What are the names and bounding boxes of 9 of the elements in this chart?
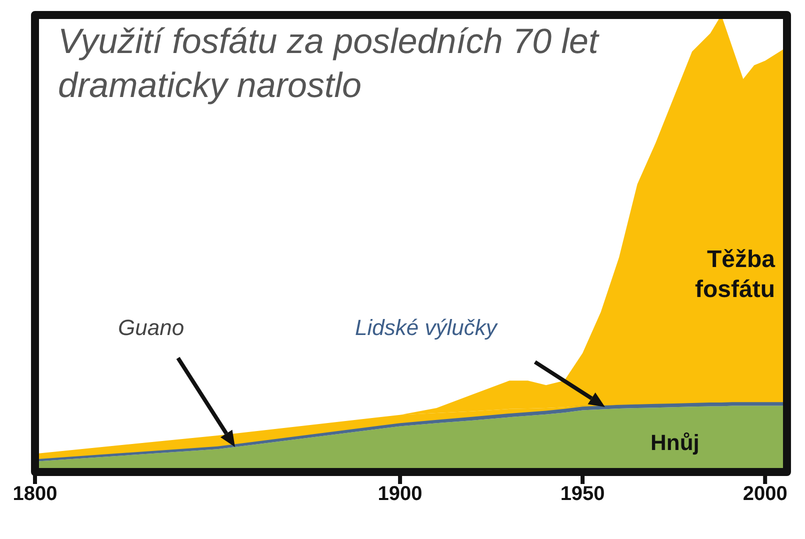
x-tick-label: 1800 xyxy=(12,483,58,506)
x-tick-label: 2000 xyxy=(742,483,788,506)
series-label: Hnůj xyxy=(650,430,700,456)
text: Lidské výlučky xyxy=(355,315,499,341)
x-tick-label: 1950 xyxy=(560,483,605,506)
text: Guano xyxy=(118,315,186,341)
series-label: Těžba fosfátu xyxy=(694,245,775,305)
x-tick-label: 1900 xyxy=(378,483,422,506)
text: Využití fosfátu za posledních 70 let dramaticky narostlo xyxy=(58,21,600,107)
